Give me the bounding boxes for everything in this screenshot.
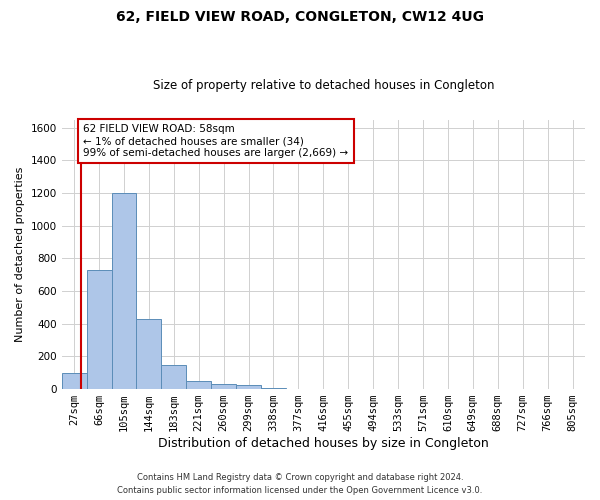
Bar	[86, 270, 112, 389]
Bar	[261, 388, 286, 389]
Y-axis label: Number of detached properties: Number of detached properties	[15, 166, 25, 342]
Bar	[62, 372, 86, 389]
Text: 62, FIELD VIEW ROAD, CONGLETON, CW12 4UG: 62, FIELD VIEW ROAD, CONGLETON, CW12 4UG	[116, 10, 484, 24]
Text: Contains HM Land Registry data © Crown copyright and database right 2024.
Contai: Contains HM Land Registry data © Crown c…	[118, 474, 482, 495]
Bar	[112, 193, 136, 389]
Bar	[236, 385, 261, 389]
Text: 62 FIELD VIEW ROAD: 58sqm
← 1% of detached houses are smaller (34)
99% of semi-d: 62 FIELD VIEW ROAD: 58sqm ← 1% of detach…	[83, 124, 349, 158]
Title: Size of property relative to detached houses in Congleton: Size of property relative to detached ho…	[152, 79, 494, 92]
X-axis label: Distribution of detached houses by size in Congleton: Distribution of detached houses by size …	[158, 437, 489, 450]
Bar	[136, 319, 161, 389]
Bar	[211, 384, 236, 389]
Bar	[161, 366, 186, 389]
Bar	[186, 381, 211, 389]
